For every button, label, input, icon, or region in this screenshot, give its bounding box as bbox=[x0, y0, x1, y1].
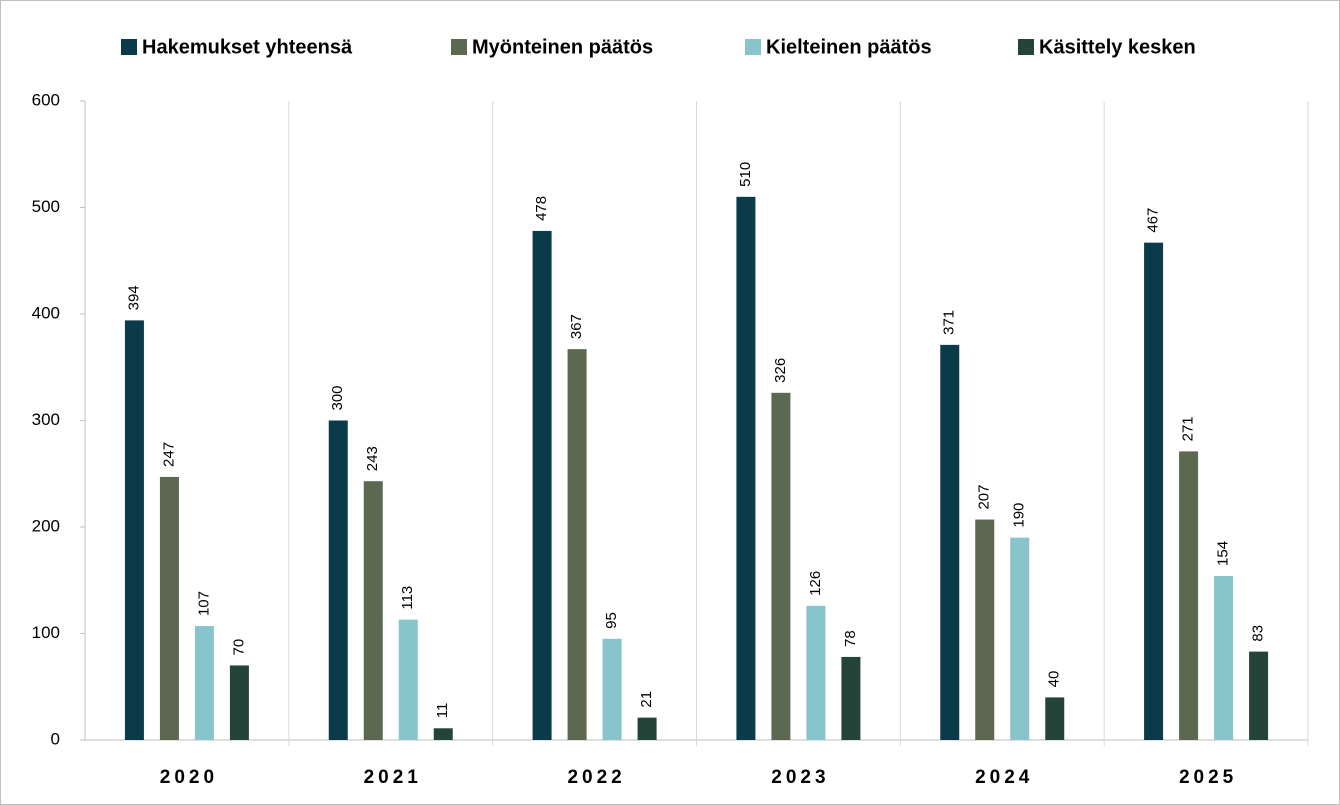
value-label: 78 bbox=[842, 630, 859, 647]
legend-swatch bbox=[745, 39, 761, 55]
legend-swatch bbox=[1018, 39, 1034, 55]
bar bbox=[363, 481, 383, 740]
bar bbox=[398, 619, 418, 740]
value-label: 271 bbox=[1180, 416, 1197, 441]
y-tick-label: 200 bbox=[32, 516, 60, 535]
x-tick-label: 2021 bbox=[364, 767, 422, 788]
bar bbox=[532, 230, 552, 740]
legend-swatch bbox=[451, 39, 467, 55]
value-label: 154 bbox=[1215, 541, 1232, 566]
x-tick-label: 2025 bbox=[1179, 767, 1237, 788]
value-label: 467 bbox=[1145, 208, 1162, 233]
legend-label: Myönteinen päätös bbox=[472, 36, 653, 58]
bar bbox=[771, 392, 791, 740]
value-label: 70 bbox=[230, 639, 247, 656]
value-label: 95 bbox=[603, 612, 620, 629]
x-tick-label: 2022 bbox=[567, 767, 625, 788]
legend-label: Hakemukset yhteensä bbox=[142, 36, 353, 58]
bar bbox=[736, 196, 756, 741]
value-label: 247 bbox=[160, 442, 177, 467]
y-tick-label: 100 bbox=[32, 623, 60, 642]
bar bbox=[1179, 451, 1199, 740]
x-tick-label: 2020 bbox=[160, 767, 218, 788]
bar bbox=[1045, 697, 1065, 740]
value-label: 11 bbox=[434, 703, 451, 719]
y-tick-label: 500 bbox=[32, 197, 60, 216]
y-tick-label: 600 bbox=[32, 90, 60, 109]
value-label: 243 bbox=[364, 446, 381, 471]
bar bbox=[841, 656, 861, 740]
value-label: 113 bbox=[399, 586, 416, 610]
bar bbox=[433, 728, 453, 740]
bar bbox=[567, 349, 587, 740]
bar bbox=[1144, 242, 1164, 740]
value-label: 21 bbox=[638, 691, 655, 708]
bar bbox=[194, 626, 214, 740]
value-label: 326 bbox=[772, 358, 789, 383]
bar bbox=[1249, 651, 1269, 740]
value-label: 394 bbox=[125, 285, 142, 310]
value-label: 107 bbox=[195, 591, 212, 616]
value-label: 300 bbox=[329, 385, 346, 410]
x-tick-label: 2023 bbox=[771, 767, 829, 788]
legend-swatch bbox=[121, 39, 137, 55]
x-tick-label: 2024 bbox=[975, 767, 1033, 788]
y-tick-label: 300 bbox=[32, 410, 60, 429]
bar bbox=[159, 476, 179, 740]
bar bbox=[229, 665, 249, 740]
bar bbox=[975, 519, 995, 740]
bar bbox=[602, 638, 622, 740]
bar bbox=[637, 717, 657, 740]
legend-label: Kielteinen päätös bbox=[766, 36, 932, 58]
bar bbox=[940, 344, 960, 740]
value-label: 207 bbox=[976, 485, 993, 510]
value-label: 478 bbox=[533, 196, 550, 221]
bar bbox=[124, 320, 144, 740]
value-label: 510 bbox=[737, 162, 754, 187]
y-tick-label: 400 bbox=[32, 303, 60, 322]
y-tick-label: 0 bbox=[51, 729, 60, 748]
value-label: 40 bbox=[1046, 671, 1063, 688]
bar bbox=[1010, 537, 1030, 740]
legend-label: Käsittely kesken bbox=[1039, 36, 1196, 58]
bar bbox=[806, 605, 826, 740]
bar bbox=[1214, 575, 1234, 740]
value-label: 190 bbox=[1011, 503, 1028, 528]
value-label: 371 bbox=[941, 310, 958, 335]
value-label: 367 bbox=[568, 314, 585, 339]
value-label: 126 bbox=[807, 571, 824, 596]
bar bbox=[328, 420, 348, 740]
value-label: 83 bbox=[1250, 625, 1267, 642]
